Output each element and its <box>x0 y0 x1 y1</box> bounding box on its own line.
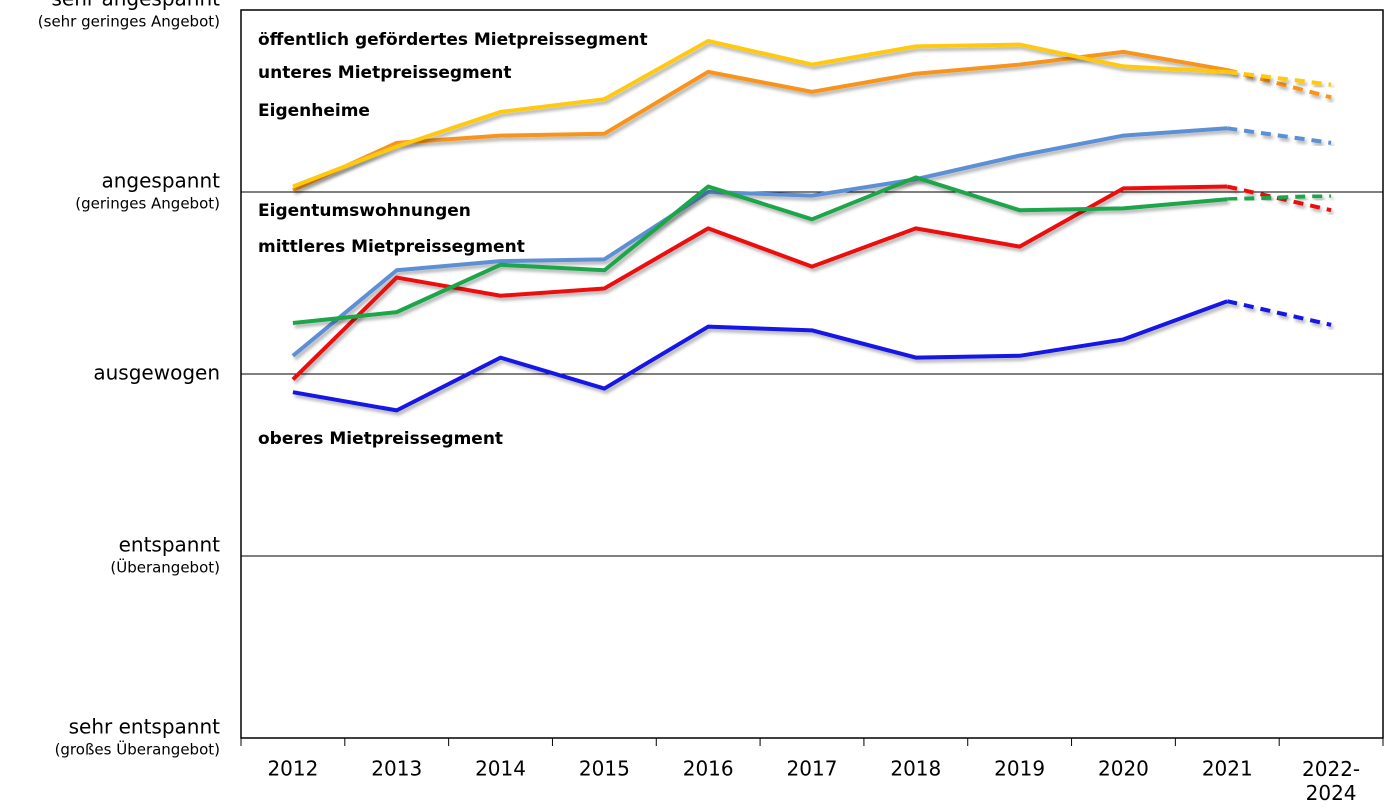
x-tick-label: 2014 <box>475 757 526 781</box>
x-tick-label: 2016 <box>683 757 734 781</box>
y-tick-label: sehr entspannt <box>69 715 221 739</box>
x-tick-label: 2022-2024 <box>1302 757 1360 805</box>
y-tick-label: angespannt <box>102 169 221 193</box>
x-tick-label: 2020 <box>1098 757 1149 781</box>
series-line <box>292 175 1228 326</box>
series-line <box>291 126 1228 358</box>
series-label: unteres Mietpreissegment <box>258 63 512 83</box>
series-line <box>292 38 1228 189</box>
x-tick-label-line: 2022- <box>1302 757 1360 781</box>
x-tick-label: 2013 <box>371 757 422 781</box>
series-line-forecast <box>1227 193 1332 202</box>
x-tick-label-line: 2024 <box>1306 781 1357 805</box>
x-tick-label: 2018 <box>890 757 941 781</box>
series-label: mittleres Mietpreissegment <box>258 237 525 257</box>
series-label: oberes Mietpreissegment <box>258 429 503 449</box>
x-tick-label: 2015 <box>579 757 630 781</box>
x-tick-label: 2017 <box>787 757 838 781</box>
x-tick-label: 2012 <box>267 757 318 781</box>
x-tick-label: 2021 <box>1202 757 1253 781</box>
y-tick-sublabel: (Überangebot) <box>110 558 220 577</box>
series-label: öffentlich gefördertes Mietpreissegment <box>258 30 648 50</box>
series-line-forecast <box>1226 299 1332 327</box>
x-tick-label: 2019 <box>994 757 1045 781</box>
y-tick-label: sehr angespannt <box>52 0 221 11</box>
series-line <box>292 299 1228 413</box>
series-line-forecast <box>1227 69 1332 87</box>
y-tick-sublabel: (großes Überangebot) <box>55 740 220 759</box>
y-tick-label: ausgewogen <box>93 361 220 385</box>
series-label: Eigenheime <box>258 101 370 121</box>
series-line-forecast <box>1226 126 1332 145</box>
series-label: Eigentumswohnungen <box>258 201 471 221</box>
y-tick-sublabel: (sehr geringes Angebot) <box>38 13 220 31</box>
series-line <box>292 49 1228 192</box>
y-tick-label: entspannt <box>119 533 221 557</box>
y-tick-sublabel: (geringes Angebot) <box>75 195 220 213</box>
